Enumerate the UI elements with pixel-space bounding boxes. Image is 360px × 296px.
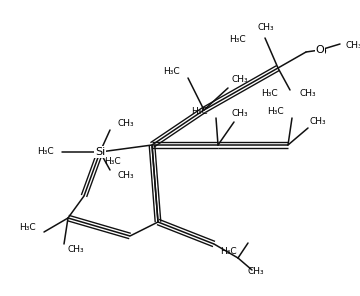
Text: CH₃: CH₃: [300, 89, 317, 99]
Text: H₃C: H₃C: [192, 107, 208, 117]
Text: CH₃: CH₃: [258, 23, 274, 33]
Text: CH₃: CH₃: [310, 118, 327, 126]
Text: Si: Si: [95, 147, 105, 157]
Text: CH₃: CH₃: [118, 170, 135, 179]
Text: H₃C: H₃C: [220, 247, 237, 257]
Text: H₃C: H₃C: [261, 89, 278, 99]
Text: H₃C: H₃C: [229, 36, 246, 44]
Text: CH₃: CH₃: [68, 245, 85, 255]
Text: CH₃: CH₃: [232, 110, 249, 118]
Text: CH₃: CH₃: [232, 75, 249, 84]
Text: O: O: [316, 45, 324, 55]
Text: H₃C: H₃C: [163, 67, 180, 76]
Text: CH₃: CH₃: [118, 120, 135, 128]
Text: H₃C: H₃C: [19, 223, 36, 232]
Text: CH₃: CH₃: [248, 268, 265, 276]
Text: O: O: [318, 47, 327, 57]
Text: H₃C: H₃C: [267, 107, 284, 117]
Text: H₃C: H₃C: [104, 157, 121, 166]
Text: CH₃: CH₃: [346, 41, 360, 51]
Text: H₃C: H₃C: [37, 147, 54, 157]
